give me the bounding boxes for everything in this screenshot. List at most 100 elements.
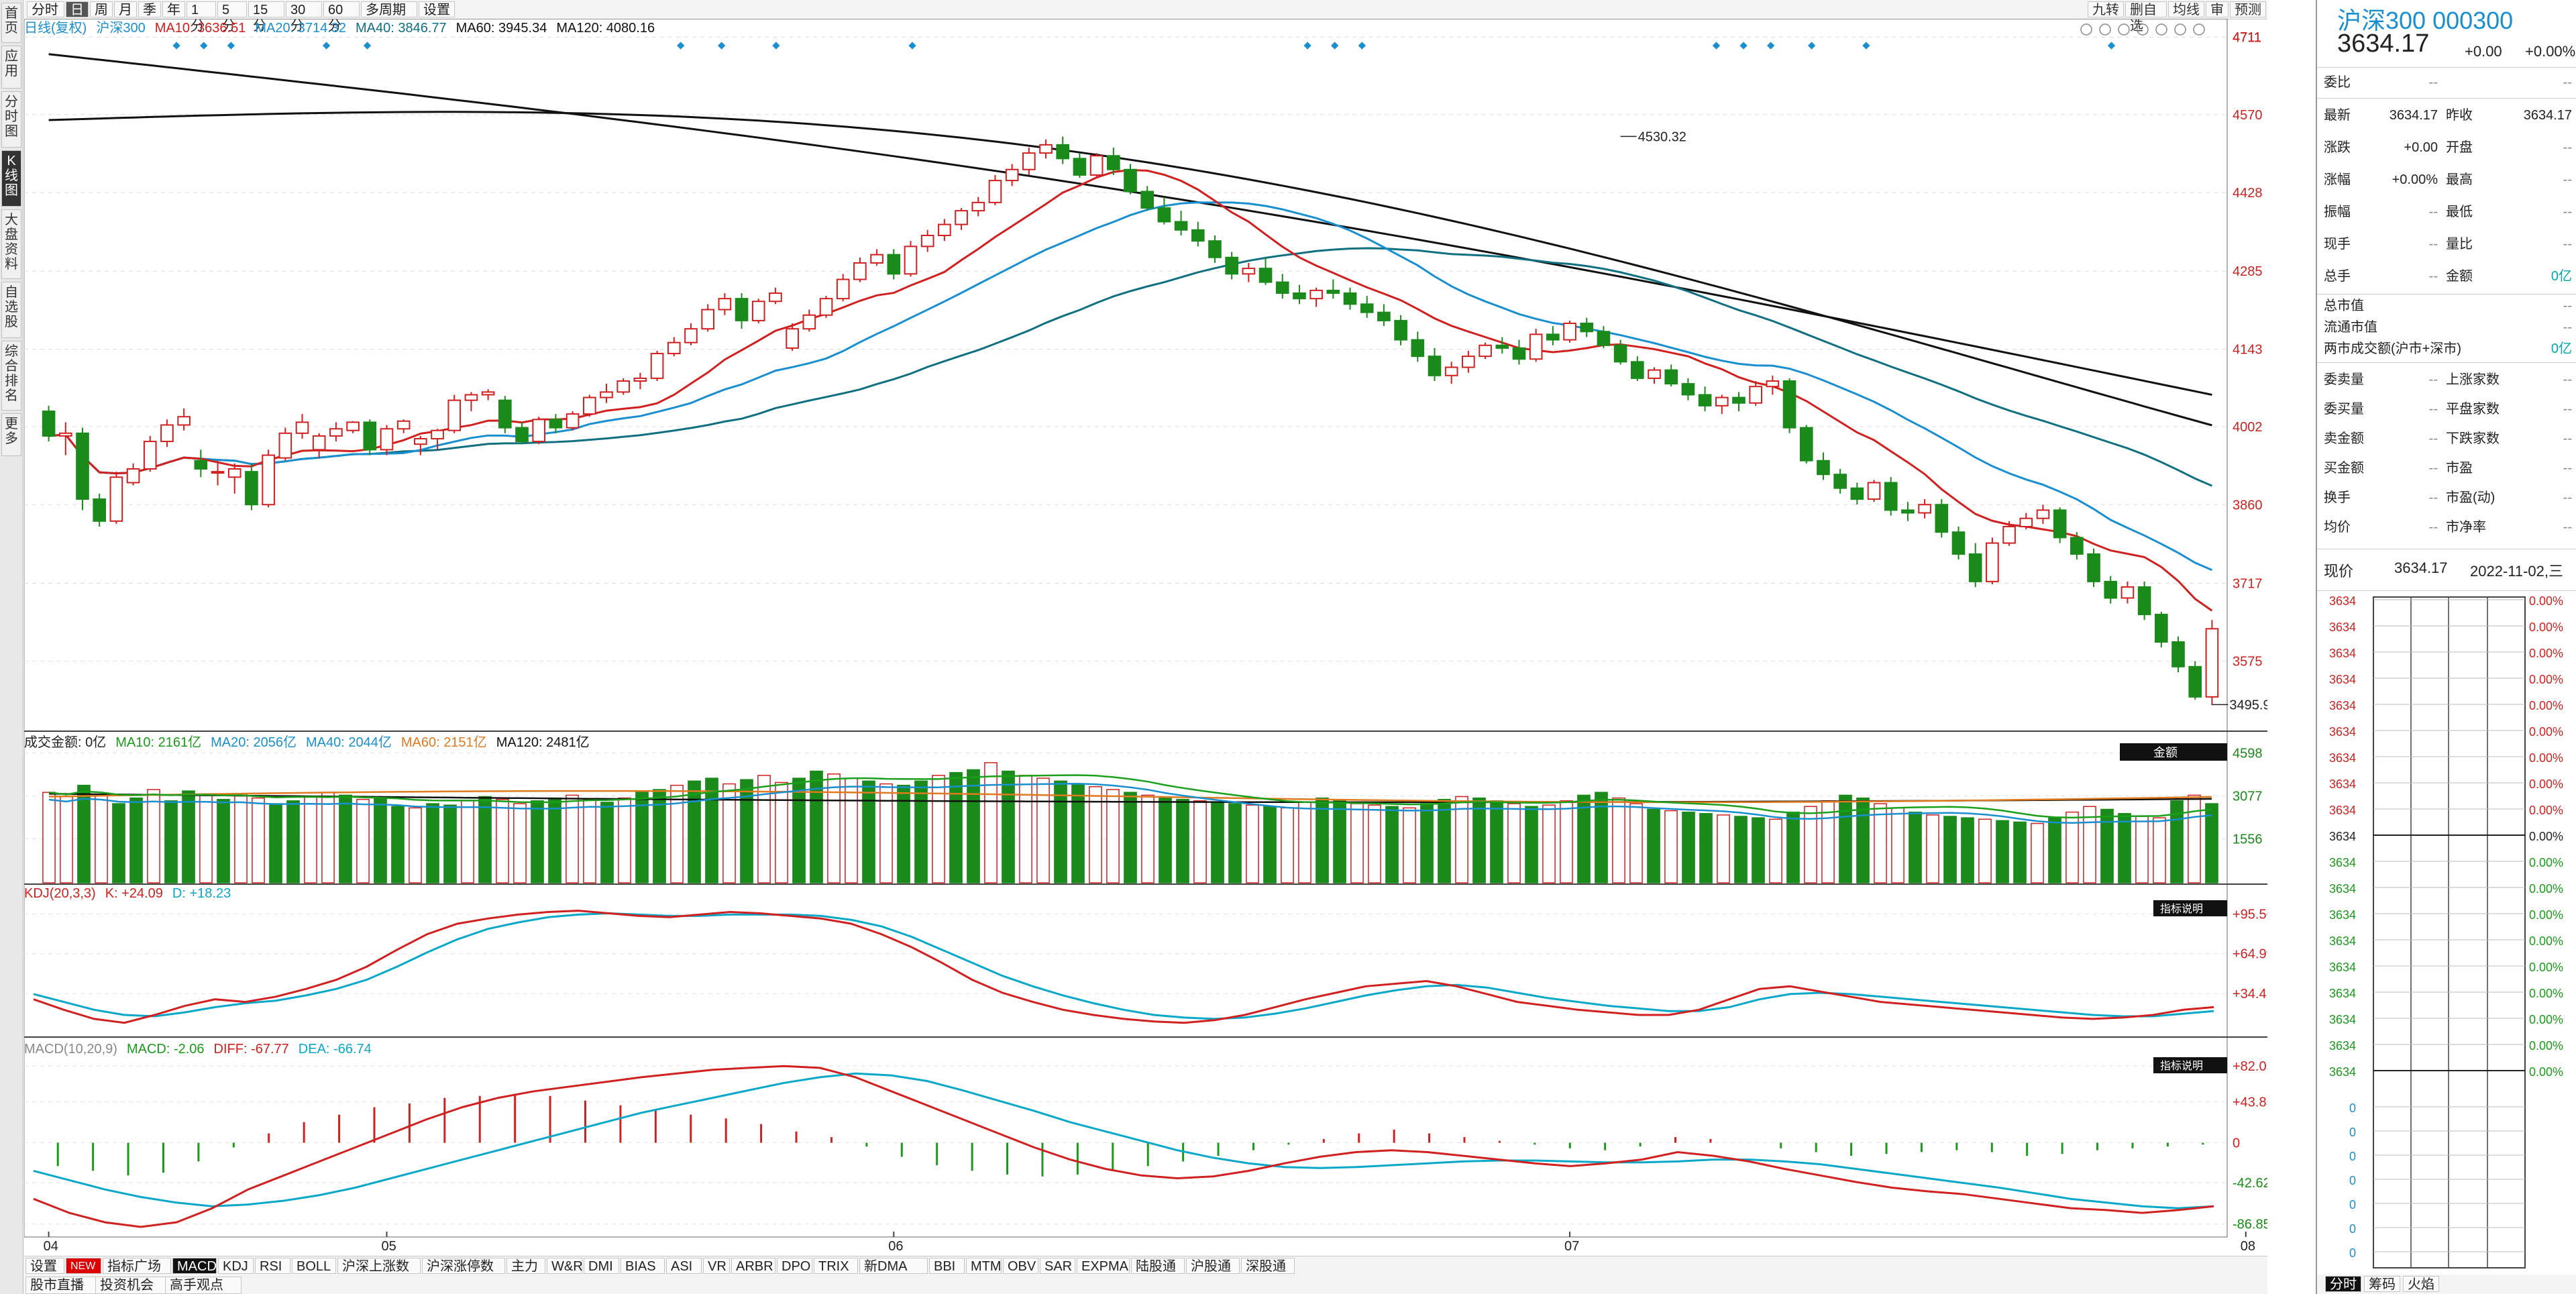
candle[interactable] — [1732, 392, 1746, 412]
volume-bar[interactable] — [2118, 813, 2131, 883]
volume-bar[interactable] — [984, 762, 998, 883]
volume-bar[interactable] — [2083, 806, 2096, 883]
quote-tab-0[interactable]: 分时 — [2325, 1276, 2361, 1292]
candle[interactable] — [1749, 381, 1762, 406]
candle[interactable] — [1546, 326, 1560, 345]
kdj-badge[interactable]: 指标说明 — [2153, 900, 2227, 916]
candle[interactable] — [1495, 337, 1509, 354]
candle[interactable] — [312, 433, 326, 458]
volume-bar[interactable] — [1211, 802, 1224, 883]
volume-bar[interactable] — [1682, 811, 1695, 883]
candle[interactable] — [2104, 576, 2118, 604]
candle[interactable] — [1901, 502, 1915, 521]
candle[interactable] — [786, 323, 799, 351]
volume-bar[interactable] — [1542, 804, 1556, 883]
candle[interactable] — [2171, 636, 2185, 673]
volume-bar[interactable] — [1996, 820, 2009, 883]
candle[interactable] — [1817, 452, 1830, 480]
volume-bar[interactable] — [339, 794, 352, 883]
candle[interactable] — [1613, 339, 1627, 365]
volume-bar[interactable] — [2170, 800, 2184, 883]
candle[interactable] — [1597, 326, 1611, 348]
volume-bar[interactable] — [1507, 803, 1521, 883]
candle[interactable] — [1968, 543, 1982, 588]
volume-bar[interactable] — [1525, 806, 1538, 883]
volume-bar[interactable] — [879, 783, 893, 883]
volume-bar[interactable] — [1089, 786, 1102, 883]
volume-bar[interactable] — [1176, 798, 1189, 883]
candle[interactable] — [380, 425, 394, 455]
volume-bar[interactable] — [792, 777, 806, 883]
indicator-tab-4[interactable]: KDJ — [218, 1258, 254, 1274]
volume-bar[interactable] — [1298, 802, 1311, 883]
period-tab-11[interactable]: 多周期 — [361, 1, 417, 17]
candle[interactable] — [667, 337, 681, 357]
top-right-tab-1[interactable]: 删自选 — [2125, 1, 2167, 34]
event-marker[interactable] — [908, 42, 916, 50]
candle[interactable] — [42, 405, 56, 442]
candle[interactable] — [920, 229, 934, 252]
volume-bar[interactable] — [1664, 810, 1678, 883]
volume-bar[interactable] — [234, 793, 248, 883]
volume-bar[interactable] — [1368, 804, 1381, 883]
volume-bar[interactable] — [1438, 798, 1451, 883]
period-tab-6[interactable]: 1分 — [186, 1, 216, 34]
volume-bar[interactable] — [897, 784, 910, 883]
indicator-tab-9[interactable]: 主力 — [506, 1258, 545, 1274]
volume-bar[interactable] — [199, 794, 213, 883]
volume-bar[interactable] — [478, 796, 492, 883]
candle[interactable] — [1005, 164, 1019, 186]
candle[interactable] — [955, 208, 968, 230]
event-marker[interactable] — [200, 42, 208, 50]
candle[interactable] — [532, 417, 546, 445]
volume-bar[interactable] — [1316, 797, 1329, 883]
candle[interactable] — [1343, 287, 1357, 310]
indicator-tab-25[interactable]: 沪股通 — [1186, 1258, 1240, 1274]
top-right-tab-4[interactable]: 预测 — [2230, 1, 2266, 17]
volume-bar[interactable] — [374, 797, 387, 883]
zoom-in-icon[interactable] — [2174, 23, 2186, 36]
candle[interactable] — [1782, 378, 1796, 433]
volume-bar[interactable] — [2031, 822, 2044, 883]
candle[interactable] — [93, 493, 106, 527]
volume-bar[interactable] — [1228, 803, 1242, 883]
left-tab-5[interactable]: 自选股 — [1, 282, 21, 338]
candle[interactable] — [769, 287, 782, 305]
event-marker[interactable] — [2107, 42, 2116, 50]
period-tab-4[interactable]: 季 — [138, 1, 161, 17]
top-right-tab-3[interactable]: 审 — [2206, 1, 2229, 17]
volume-bar[interactable] — [722, 783, 736, 883]
candle[interactable] — [194, 449, 208, 478]
event-marker[interactable] — [717, 42, 726, 50]
left-tab-1[interactable]: 应用 — [1, 46, 21, 89]
volume-bar[interactable] — [112, 803, 125, 883]
volume-bar[interactable] — [2048, 817, 2061, 883]
candle[interactable] — [802, 309, 816, 332]
volume-bar[interactable] — [2135, 816, 2149, 883]
candle[interactable] — [1377, 304, 1391, 327]
candle[interactable] — [1225, 252, 1238, 280]
volume-bar[interactable] — [2013, 821, 2027, 883]
candle[interactable] — [887, 249, 901, 280]
candle[interactable] — [1648, 367, 1661, 384]
volume-bar[interactable] — [810, 770, 823, 883]
volume-bar[interactable] — [182, 790, 195, 883]
volume-bar[interactable] — [583, 798, 596, 883]
candle[interactable] — [1580, 317, 1594, 337]
volume-bar[interactable] — [443, 804, 457, 883]
candle[interactable] — [431, 429, 444, 450]
candle[interactable] — [1867, 480, 1881, 502]
candle[interactable] — [515, 422, 529, 445]
candle[interactable] — [363, 419, 377, 455]
period-tab-3[interactable]: 月 — [114, 1, 137, 17]
volume-bar[interactable] — [1490, 800, 1503, 883]
candle[interactable] — [1850, 482, 1864, 505]
mini-time-chart[interactable]: 3634 0.00% 3634 0.00% 3634 0.00% 3634 0.00% 3634… — [2317, 590, 2576, 1275]
event-marker[interactable] — [1358, 42, 1366, 50]
candle[interactable] — [2155, 611, 2168, 648]
volume-bar[interactable] — [217, 798, 230, 883]
candle[interactable] — [498, 396, 512, 433]
candle[interactable] — [481, 389, 495, 400]
period-tab-8[interactable]: 15分 — [248, 1, 284, 34]
volume-bar[interactable] — [1978, 818, 1992, 883]
